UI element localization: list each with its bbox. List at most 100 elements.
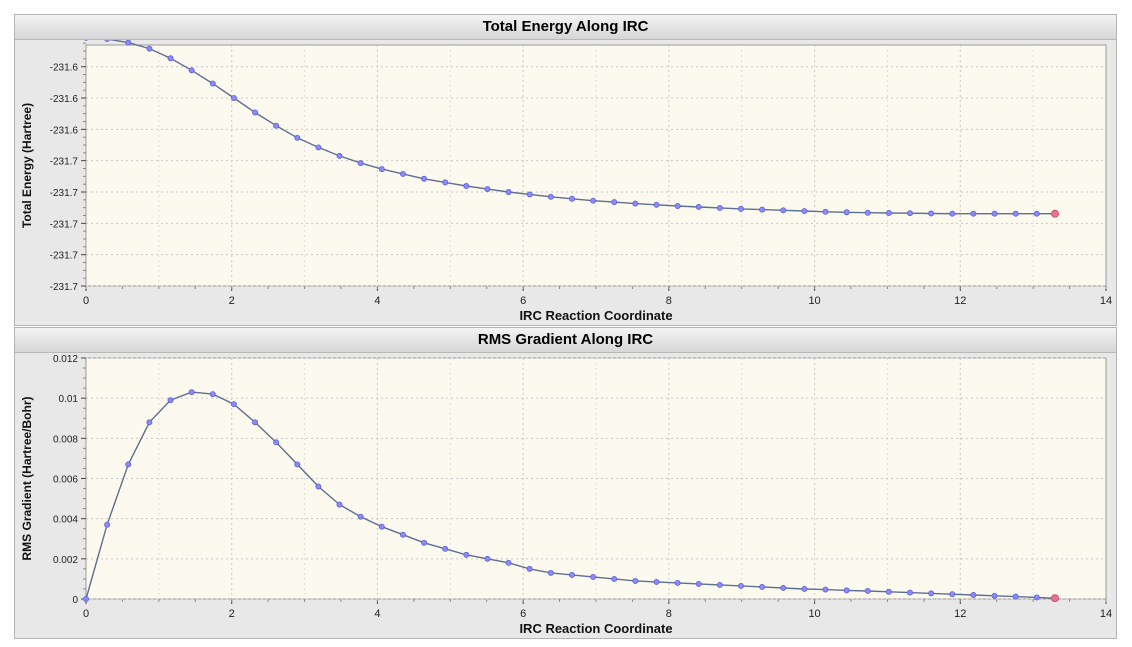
data-point xyxy=(695,580,702,587)
data-point xyxy=(949,210,956,217)
data-point xyxy=(188,67,195,74)
energy-chart-plot: 0 2 4 6 8 10 12 14 -231.7 -231.7 -231.7 -231.7 -231.… xyxy=(15,31,1116,325)
data-point xyxy=(653,201,660,208)
data-point xyxy=(463,183,470,189)
y-axis-label: RMS Gradient (Hartree/Bohr) xyxy=(20,396,34,560)
data-point xyxy=(907,589,913,596)
data-point xyxy=(421,539,428,546)
x-axis-label: IRC Reaction Coordinate xyxy=(519,621,672,636)
energy-chart-svg: 0 2 4 6 8 10 12 14 -231.7 -231.7 -231.7 -231.7 -231.… xyxy=(20,31,1112,323)
data-point xyxy=(822,208,829,215)
data-point xyxy=(885,210,892,216)
data-point xyxy=(780,207,787,214)
data-point xyxy=(315,144,322,151)
data-point xyxy=(928,590,935,597)
data-point xyxy=(611,575,618,582)
gradient-chart-title: RMS Gradient Along IRC xyxy=(15,328,1116,353)
data-point xyxy=(336,501,343,508)
x-tick-label: 14 xyxy=(1100,608,1112,620)
x-tick-label: 4 xyxy=(374,608,380,620)
data-point xyxy=(1051,209,1059,218)
y-tick-label: 0.004 xyxy=(53,515,78,526)
data-point xyxy=(632,577,639,584)
data-point xyxy=(822,586,829,593)
y-tick-label: -231.7 xyxy=(50,219,79,230)
data-point xyxy=(442,545,449,552)
gradient-chart-panel: RMS Gradient Along IRC 0 2 4 6 8 10 12 14 0 0.002… xyxy=(14,327,1117,639)
x-tick-label: 12 xyxy=(954,608,966,620)
data-point xyxy=(970,592,977,598)
data-point xyxy=(569,571,575,578)
data-point xyxy=(843,587,850,594)
data-point xyxy=(611,199,618,206)
y-tick-label: 0.006 xyxy=(53,475,78,486)
data-point xyxy=(569,195,575,202)
data-point xyxy=(378,166,385,173)
x-tick-label: 10 xyxy=(808,608,820,620)
data-point xyxy=(970,210,977,217)
y-tick-label: 0.012 xyxy=(53,354,78,365)
gradient-chart-svg: 0 2 4 6 8 10 12 14 0 0.002 0.004 0.006 0.008 0.01 0.01… xyxy=(20,354,1112,636)
y-tick-label: -231.7 xyxy=(50,251,79,262)
y-tick-label: -231.6 xyxy=(50,125,79,136)
x-tick-label: 0 xyxy=(83,608,89,620)
data-point xyxy=(357,160,364,167)
data-point xyxy=(695,204,702,210)
data-point xyxy=(907,210,913,217)
gradient-chart-plot: 0 2 4 6 8 10 12 14 0 0.002 0.004 0.006 0.008 0.01 0.01… xyxy=(15,353,1116,638)
x-tick-label: 12 xyxy=(954,295,966,307)
data-point xyxy=(378,523,385,530)
data-point xyxy=(209,391,216,398)
y-tick-label: -231.6 xyxy=(50,63,79,74)
data-point xyxy=(653,578,660,585)
x-tick-label: 8 xyxy=(666,608,672,620)
data-point xyxy=(738,205,744,212)
data-point xyxy=(1012,593,1019,600)
y-axis-label: Total Energy (Hartree) xyxy=(20,103,34,228)
y-tick-label: -231.6 xyxy=(50,40,79,42)
data-point xyxy=(505,189,512,195)
x-tick-label: 4 xyxy=(374,295,380,307)
x-tick-label: 0 xyxy=(83,295,89,307)
data-point xyxy=(399,170,406,177)
x-tick-label: 10 xyxy=(808,295,820,307)
data-point xyxy=(146,45,153,52)
data-point xyxy=(505,559,512,566)
data-point xyxy=(928,210,935,217)
data-point xyxy=(336,152,343,159)
data-point xyxy=(273,122,280,129)
data-point xyxy=(716,204,723,211)
data-point xyxy=(442,179,449,186)
x-tick-label: 2 xyxy=(229,608,235,620)
data-point xyxy=(294,134,301,141)
y-tick-label: -231.6 xyxy=(50,94,79,105)
data-point xyxy=(252,419,258,426)
data-point xyxy=(801,208,808,214)
x-tick-label: 8 xyxy=(666,295,672,307)
data-point xyxy=(167,397,174,404)
data-point xyxy=(188,389,195,396)
data-point xyxy=(357,513,364,520)
data-point xyxy=(780,585,787,591)
y-tick-label: 0.008 xyxy=(53,434,78,445)
data-point xyxy=(864,588,871,594)
data-point xyxy=(759,583,766,590)
data-point xyxy=(526,191,533,198)
data-point xyxy=(547,569,554,576)
data-point xyxy=(399,531,406,538)
data-point xyxy=(104,36,111,42)
data-point xyxy=(716,581,723,588)
x-tick-label: 2 xyxy=(229,295,235,307)
x-axis-label: IRC Reaction Coordinate xyxy=(519,308,672,323)
data-point xyxy=(230,401,237,408)
data-point xyxy=(1051,594,1059,603)
y-tick-label: 0.01 xyxy=(59,394,79,405)
data-point xyxy=(547,193,554,200)
data-point xyxy=(104,521,111,528)
data-point xyxy=(484,186,491,193)
data-point xyxy=(632,200,639,207)
data-point xyxy=(1033,210,1040,217)
data-point xyxy=(801,586,808,592)
data-point xyxy=(991,592,998,599)
data-point xyxy=(252,109,258,116)
